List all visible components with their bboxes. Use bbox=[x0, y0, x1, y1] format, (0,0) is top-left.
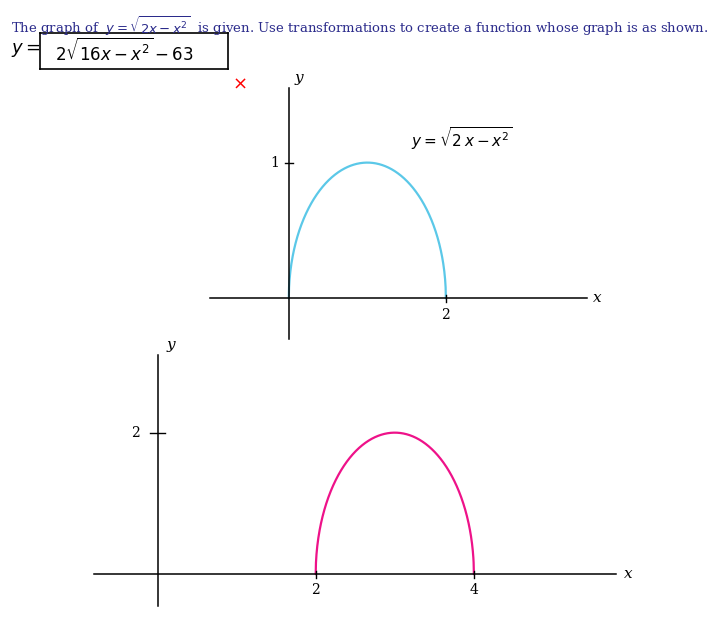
Text: 4: 4 bbox=[470, 583, 478, 597]
Text: 1: 1 bbox=[270, 156, 279, 170]
Text: x: x bbox=[593, 291, 601, 305]
Text: y: y bbox=[294, 71, 303, 85]
Text: y: y bbox=[167, 338, 175, 352]
Text: $\times$: $\times$ bbox=[232, 74, 246, 92]
Text: 2: 2 bbox=[311, 583, 320, 597]
Text: $2\sqrt{16x-x^2}-63$: $2\sqrt{16x-x^2}-63$ bbox=[55, 37, 194, 65]
Text: $y=$: $y=$ bbox=[11, 41, 41, 59]
Text: 2: 2 bbox=[442, 308, 450, 322]
Text: 2: 2 bbox=[131, 426, 140, 440]
Text: x: x bbox=[624, 567, 633, 581]
Text: The graph of  $y = \sqrt{2x - x^2}$  is given. Use transformations to create a f: The graph of $y = \sqrt{2x - x^2}$ is gi… bbox=[11, 14, 708, 38]
Text: $y = \sqrt{2\,x - x^2}$: $y = \sqrt{2\,x - x^2}$ bbox=[410, 125, 513, 151]
